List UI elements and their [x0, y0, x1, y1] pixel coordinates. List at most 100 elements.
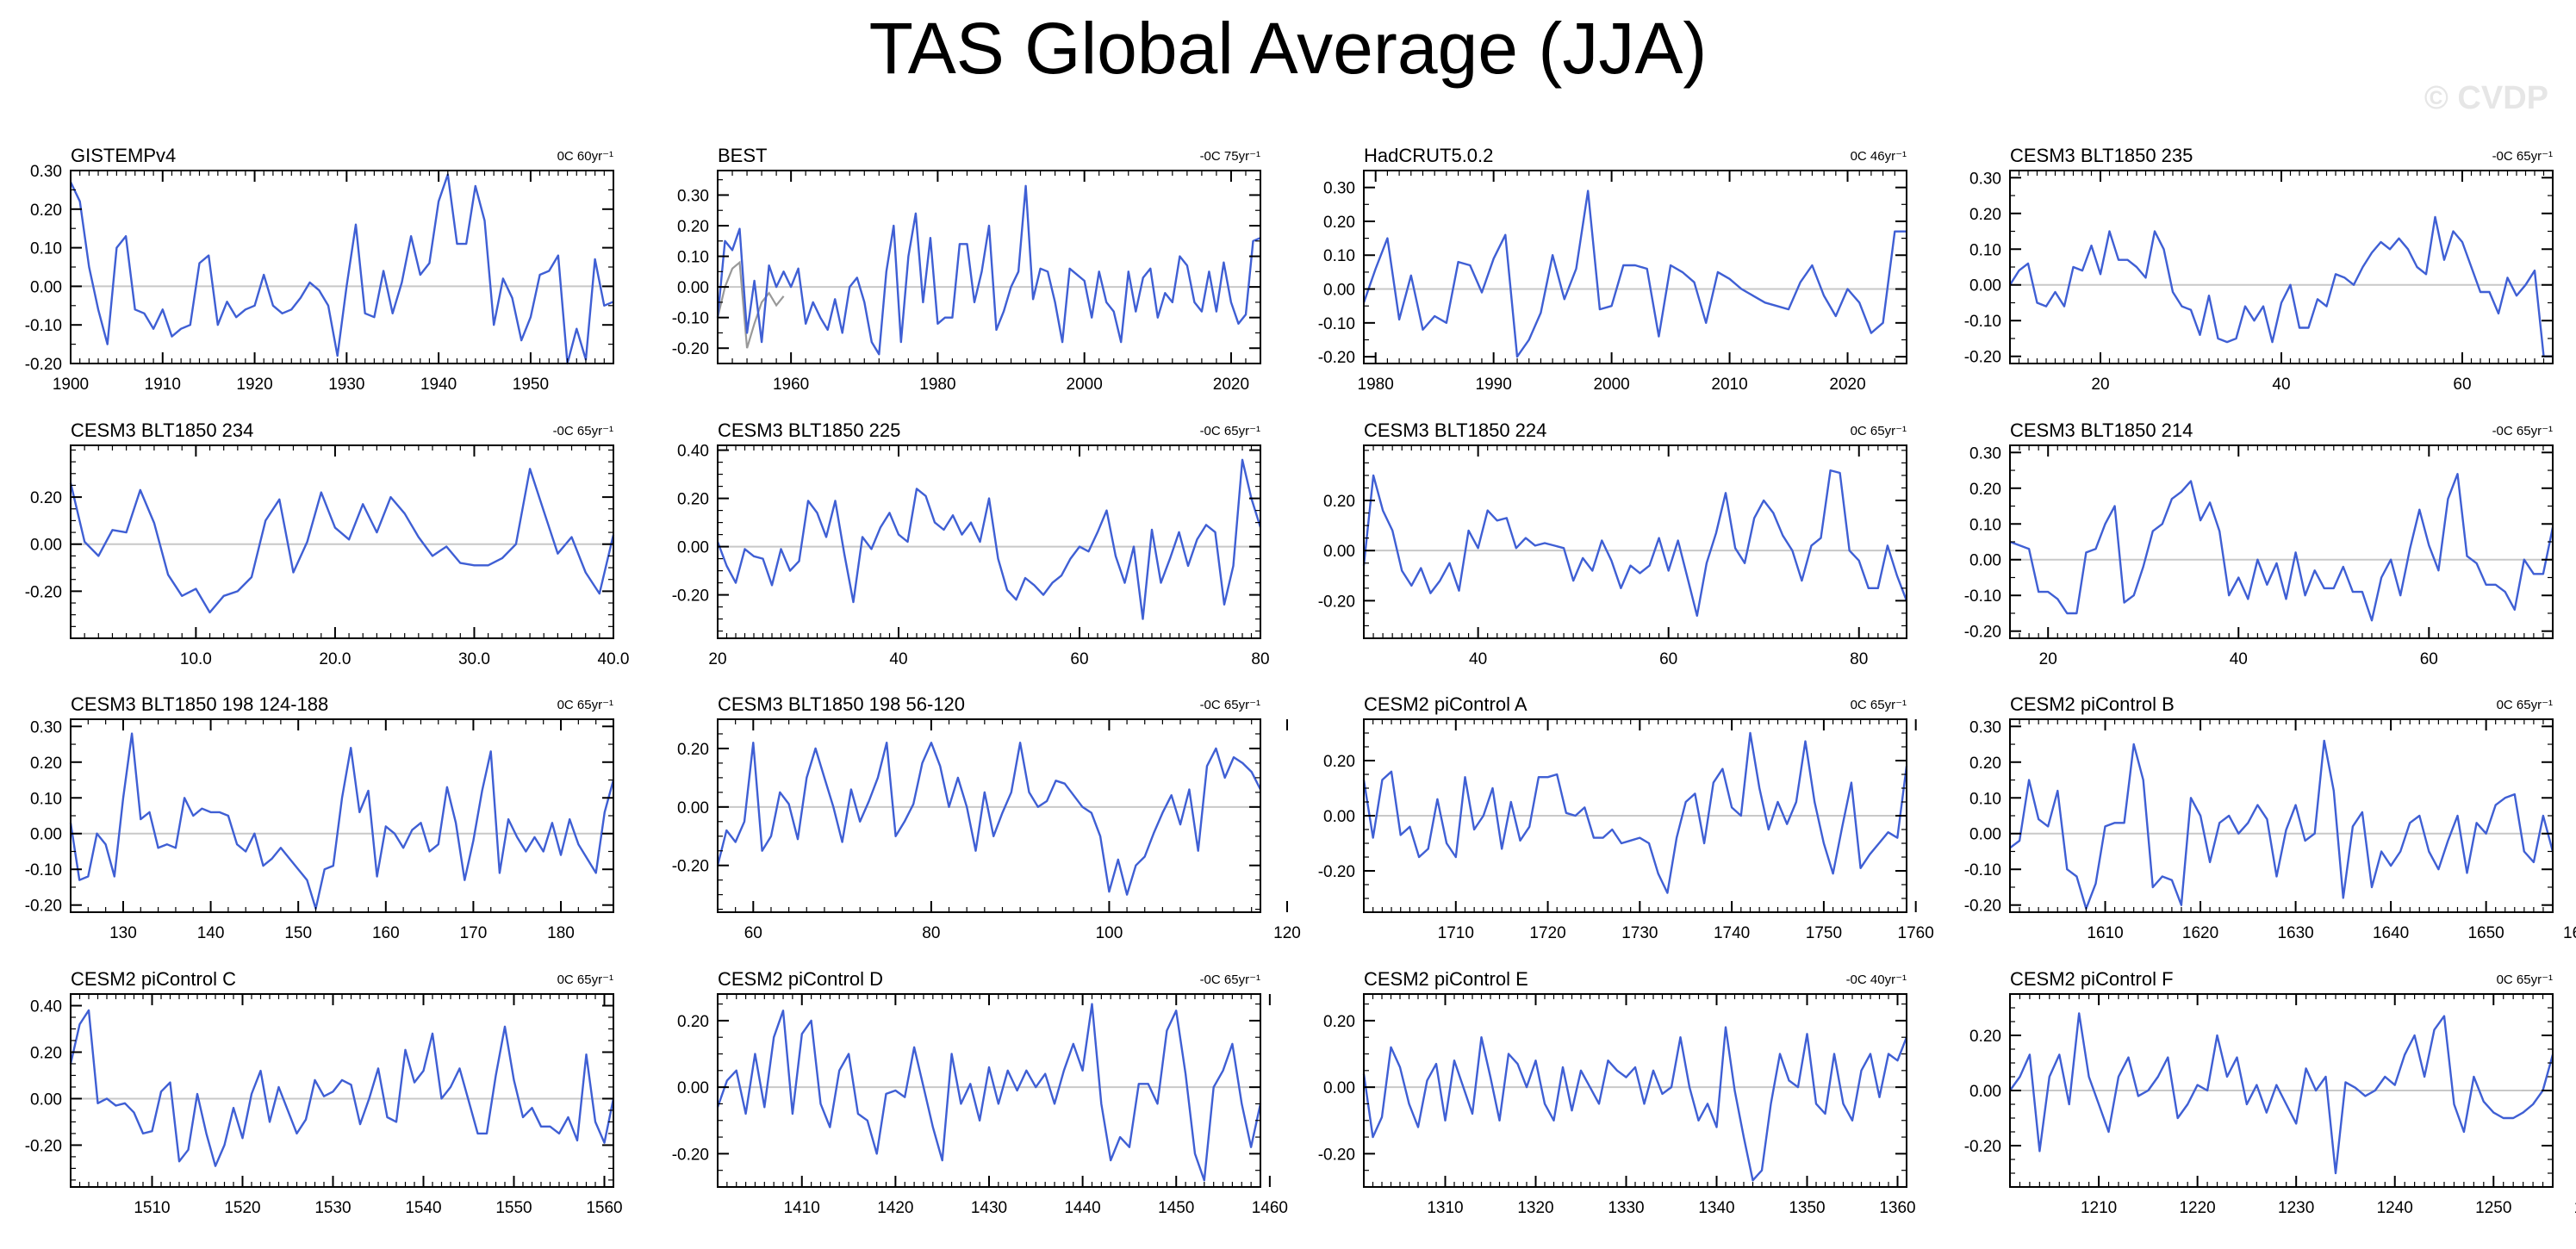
- x-tick-label: 1230: [2278, 1199, 2314, 1217]
- panel-title: CESM3 BLT1850 235: [2010, 145, 2193, 166]
- chart-panel-7: 40 60 80 -0.20 0.00 0.20 CESM3 BLT1850 224 0C 6…: [1318, 419, 1908, 668]
- x-tick-label: 40: [1469, 650, 1487, 668]
- plot-frame: [2009, 444, 2554, 639]
- panel-title: GISTEMPv4: [71, 145, 176, 166]
- series-line: [716, 458, 1262, 620]
- x-tick-label: 1940: [420, 376, 457, 394]
- chart-panel-1: 1900 1910 1920 1930 1940 1950 -0.20 -0.10 0.00 0.…: [25, 145, 614, 394]
- series-line: [69, 468, 615, 614]
- plot-frame: [70, 718, 614, 913]
- y-tick-label: 0.20: [1323, 214, 1355, 232]
- y-tick-label: -0.20: [672, 340, 709, 358]
- series-line: [2008, 215, 2553, 357]
- y-tick-label: 0.20: [677, 741, 709, 759]
- panel-title: CESM2 piControl D: [718, 968, 883, 990]
- x-tick-label: 1210: [2081, 1199, 2117, 1217]
- y-tick-label: -0.20: [1964, 624, 2001, 642]
- panel-trend: 0C 60yr⁻¹: [557, 149, 613, 164]
- y-tick-label: 0.10: [1969, 790, 2001, 808]
- x-tick-label: 100: [1096, 924, 1123, 942]
- x-tick-label: 1710: [1438, 924, 1474, 942]
- y-tick-label: -0.10: [25, 317, 62, 335]
- x-tick-label: 120: [1273, 924, 1301, 942]
- x-tick-label: 1950: [513, 376, 549, 394]
- panel-title: CESM3 BLT1850 214: [2010, 419, 2193, 441]
- y-tick-label: 0.30: [1969, 444, 2001, 463]
- plot-frame: [2009, 718, 2554, 913]
- chart-panel-11: 1710 1720 1730 1740 1750 1760 -0.20 0.00 0.20 CES…: [1318, 693, 1934, 942]
- y-tick-label: -0.10: [1964, 861, 2001, 879]
- panel-trend: 0C 65yr⁻¹: [557, 698, 613, 712]
- y-tick-label: 0.10: [1323, 247, 1355, 265]
- figure-title: TAS Global Average (JJA): [868, 8, 1708, 89]
- plot-frame: [70, 170, 614, 364]
- y-tick-label: 0.20: [677, 491, 709, 509]
- x-tick-label: 150: [284, 924, 312, 942]
- panel-title: CESM2 piControl A: [1364, 693, 1528, 715]
- x-tick-label: 1410: [784, 1199, 820, 1217]
- panel-trend: 0C 65yr⁻¹: [1851, 424, 1907, 438]
- x-tick-label: 2020: [1213, 376, 1249, 394]
- x-tick-label: 1980: [1358, 376, 1394, 394]
- x-tick-label: 1630: [2277, 924, 2313, 942]
- panel-title: CESM2 piControl E: [1364, 968, 1528, 990]
- x-tick-label: 20: [2091, 376, 2109, 394]
- x-tick-label: 20.0: [319, 650, 351, 668]
- y-tick-label: -0.20: [1318, 863, 1355, 881]
- y-tick-label: 0.30: [1323, 180, 1355, 198]
- y-tick-label: 0.00: [1323, 808, 1355, 826]
- series-line: [2009, 473, 2554, 622]
- y-tick-label: 0.00: [1323, 282, 1355, 300]
- x-tick-label: 1260: [2574, 1199, 2576, 1217]
- x-tick-label: 1750: [1806, 924, 1842, 942]
- x-tick-label: 2000: [1593, 376, 1629, 394]
- y-tick-label: -0.20: [1318, 349, 1355, 367]
- x-tick-label: 1310: [1427, 1199, 1463, 1217]
- panel-trend: -0C 65yr⁻¹: [1200, 698, 1260, 712]
- chart-panel-8: 20406080-0.20-0.100.000.100.200.30CESM3 …: [1964, 419, 2554, 668]
- panel-trend: 0C 65yr⁻¹: [2497, 698, 2553, 712]
- y-tick-label: 0.00: [1969, 1083, 2001, 1101]
- chart-panel-15: 1310 1320 1330 1340 1350 1360 -0.20 0.00 0.20 CES…: [1318, 968, 1916, 1217]
- x-tick-label: 1220: [2179, 1199, 2215, 1217]
- y-tick-label: 0.20: [1323, 1013, 1355, 1031]
- y-tick-label: 0.20: [1323, 753, 1355, 771]
- x-tick-label: 1340: [1698, 1199, 1734, 1217]
- y-tick-label: -0.20: [25, 583, 62, 601]
- y-tick-label: 0.00: [1323, 1079, 1355, 1097]
- x-tick-label: 60: [1070, 650, 1088, 668]
- panel-trend: -0C 65yr⁻¹: [2492, 424, 2553, 438]
- y-tick-label: 0.20: [30, 489, 62, 507]
- x-tick-label: 40: [2272, 376, 2290, 394]
- x-tick-label: 1550: [495, 1199, 532, 1217]
- y-tick-label: -0.10: [1964, 313, 2001, 331]
- y-tick-label: 0.00: [677, 539, 709, 557]
- y-tick-label: 0.10: [1969, 241, 2001, 259]
- cvdp-watermark: © CVDP: [2424, 80, 2548, 116]
- x-tick-label: 1650: [2467, 924, 2504, 942]
- y-tick-label: -0.20: [672, 858, 709, 876]
- y-tick-label: 0.10: [30, 790, 62, 808]
- x-tick-label: 1620: [2182, 924, 2218, 942]
- x-tick-label: 1740: [1714, 924, 1750, 942]
- chart-panel-5: 10.0 20.0 30.0 40.0 -0.20 0.00 0.20 CESM3 BLT18…: [25, 419, 630, 668]
- y-tick-label: 0.30: [677, 187, 709, 205]
- y-tick-label: -0.20: [25, 1137, 62, 1155]
- x-tick-label: 20: [708, 650, 726, 668]
- panel-title: CESM3 BLT1850 198 56-120: [718, 693, 965, 715]
- y-tick-label: 0.40: [30, 997, 62, 1016]
- y-tick-label: 0.20: [1969, 1028, 2001, 1046]
- x-tick-label: 1460: [1252, 1199, 1288, 1217]
- plot-frame: [1363, 444, 1907, 639]
- series-line: [716, 1003, 1262, 1182]
- panel-title: CESM2 piControl B: [2010, 693, 2175, 715]
- y-tick-label: -0.20: [25, 898, 62, 916]
- series-line: [69, 732, 615, 910]
- x-tick-label: 1510: [134, 1199, 170, 1217]
- x-tick-label: 60: [2420, 650, 2438, 668]
- series-line: [716, 742, 1262, 896]
- y-tick-label: 0.00: [30, 1091, 62, 1109]
- y-tick-label: -0.20: [1964, 349, 2001, 367]
- x-tick-label: 1420: [877, 1199, 913, 1217]
- x-tick-label: 1520: [224, 1199, 260, 1217]
